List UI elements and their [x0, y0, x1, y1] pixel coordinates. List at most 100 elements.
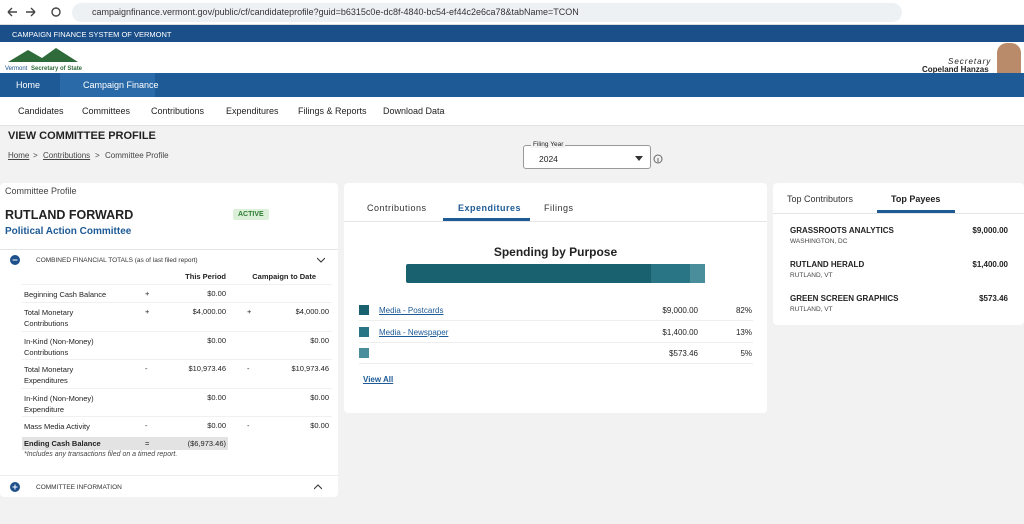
amount: $9,000.00 — [662, 306, 698, 315]
row-divider — [359, 320, 753, 321]
nav-bar: Home Campaign Finance — [0, 73, 1024, 97]
divider — [344, 221, 767, 222]
tab[interactable]: Top Contributors — [787, 194, 854, 204]
bar-segment — [690, 264, 705, 283]
tab[interactable]: Expenditures — [458, 203, 522, 213]
browser-controls[interactable] — [6, 5, 68, 19]
info-icon[interactable] — [653, 154, 663, 164]
row-label: In-Kind (Non-Money) Expenditure — [24, 394, 94, 414]
payee-amount: $9,000.00 — [972, 226, 1008, 235]
breadcrumb-item[interactable]: Home — [8, 151, 30, 160]
row-sign: + — [145, 289, 150, 298]
nav-active-tab — [60, 73, 155, 97]
collapse-icon[interactable] — [10, 255, 20, 265]
row-to-date: $4,000.00 — [295, 307, 329, 316]
amount: $1,400.00 — [662, 327, 698, 337]
expand-icon[interactable] — [10, 482, 20, 492]
filing-year-select[interactable]: 2024 — [523, 145, 651, 169]
payees-panel: Top Contributors Top Payees GRASSROOTS ANA… — [773, 183, 1024, 325]
payee-name: RUTLAND HERALD — [790, 260, 865, 269]
breadcrumb-item: Committee Profile — [105, 151, 169, 160]
row-divider — [22, 284, 332, 285]
legend-swatch — [359, 326, 369, 337]
panel-heading: Committee Profile — [5, 186, 77, 196]
row-divider — [22, 359, 332, 360]
nav-tab[interactable]: Home — [16, 80, 41, 90]
payee-name: GRASSROOTS ANALYTICS — [790, 226, 894, 235]
bar-segment — [651, 264, 691, 283]
logo-state: Vermont — [5, 66, 28, 72]
menu-item[interactable]: Expenditures — [226, 106, 279, 116]
footnote: *Includes any transactions filed on a ti… — [24, 451, 178, 458]
committee-name: RUTLAND FORWARD — [5, 208, 134, 222]
row-label: Beginning Cash Balance — [24, 290, 107, 299]
row-divider — [22, 302, 332, 303]
active-tab-underline — [877, 210, 955, 213]
row-sign: - — [145, 364, 148, 373]
row-sign: - — [247, 421, 250, 430]
menu-item[interactable]: Contributions — [151, 106, 205, 116]
legend-swatch — [359, 348, 369, 358]
secretary-name: Copeland Hanzas — [922, 65, 989, 74]
filing-year: 2024 — [539, 154, 558, 164]
divider — [0, 249, 338, 250]
row-to-date: $0.00 — [310, 393, 329, 402]
breadcrumb-item[interactable]: Contributions — [43, 151, 91, 160]
secretary-title: Secretary — [948, 57, 992, 66]
row-sign: - — [145, 421, 148, 430]
row-label: Mass Media Activity — [24, 422, 90, 431]
row-period: $4,000.00 — [192, 307, 226, 316]
tab[interactable]: Contributions — [367, 203, 427, 213]
row-divider — [359, 363, 753, 364]
bar-segment — [406, 264, 652, 283]
payee-location: RUTLAND, VT — [790, 272, 833, 279]
divider — [773, 213, 1024, 214]
profile-panel: Committee Profile RUTLAND FORWARD ACTIVE… — [0, 183, 338, 497]
menu-item[interactable]: Filings & Reports — [298, 106, 367, 116]
row-divider — [22, 416, 332, 417]
row-period: $0.00 — [207, 336, 226, 345]
payee-amount: $573.46 — [979, 294, 1008, 303]
page-title: VIEW COMMITTEE PROFILE — [8, 130, 156, 142]
site-header: Vermont Secretary of State Secretary Cop… — [0, 42, 1024, 74]
purpose-link[interactable]: Media - Postcards — [379, 306, 444, 315]
menu: Candidates Committees Contributions Expendi… — [0, 97, 1024, 126]
banner: CAMPAIGN FINANCE SYSTEM OF VERMONT — [0, 25, 1024, 42]
row-label: Total Monetary Contributions — [24, 308, 74, 328]
payee-amount: $1,400.00 — [972, 260, 1008, 269]
ending-row — [22, 437, 228, 450]
row-divider — [22, 331, 332, 332]
row-sign: + — [247, 307, 252, 316]
row-label: In-Kind (Non-Money) Contributions — [24, 337, 94, 357]
share: 5% — [740, 349, 752, 358]
spending-panel: Spending by Purpose View All Contributio… — [344, 183, 767, 413]
chevron[interactable] — [314, 484, 322, 490]
menu-item[interactable]: Committees — [82, 106, 131, 116]
breadcrumb-separator: > — [95, 151, 100, 160]
status-badge: ACTIVE — [233, 209, 269, 220]
menu-item[interactable]: Download Data — [383, 106, 445, 116]
row-to-date: $10,973.46 — [291, 364, 329, 373]
row-divider — [359, 341, 753, 343]
url-bar[interactable] — [72, 3, 902, 22]
row-divider — [22, 388, 332, 389]
banner-text: CAMPAIGN FINANCE SYSTEM OF VERMONT — [12, 30, 172, 39]
column-header: Campaign to Date — [252, 272, 316, 281]
active-tab-underline — [443, 218, 530, 221]
tab[interactable]: Filings — [544, 203, 574, 213]
browser-bar: campaignfinance.vermont.gov/public/cf/ca… — [0, 0, 1024, 25]
totals-title: COMBINED FINANCIAL TOTALS (as of last fi… — [36, 257, 198, 264]
nav-tab[interactable]: Campaign Finance — [83, 80, 159, 90]
menu-item[interactable]: Candidates — [18, 106, 64, 116]
payee-name: GREEN SCREEN GRAPHICS — [790, 294, 899, 303]
logo-mark — [8, 48, 78, 62]
tab[interactable]: Top Payees — [891, 194, 941, 204]
chevron[interactable] — [317, 257, 325, 263]
purpose-link[interactable]: Media - Newspaper — [379, 327, 449, 337]
payee-location: RUTLAND, VT — [790, 306, 833, 313]
view-all-link[interactable]: View All — [363, 375, 394, 384]
row-label: Total Monetary Expenditures — [24, 365, 74, 385]
payee-location: WASHINGTON, DC — [790, 238, 848, 245]
divider — [0, 475, 338, 476]
